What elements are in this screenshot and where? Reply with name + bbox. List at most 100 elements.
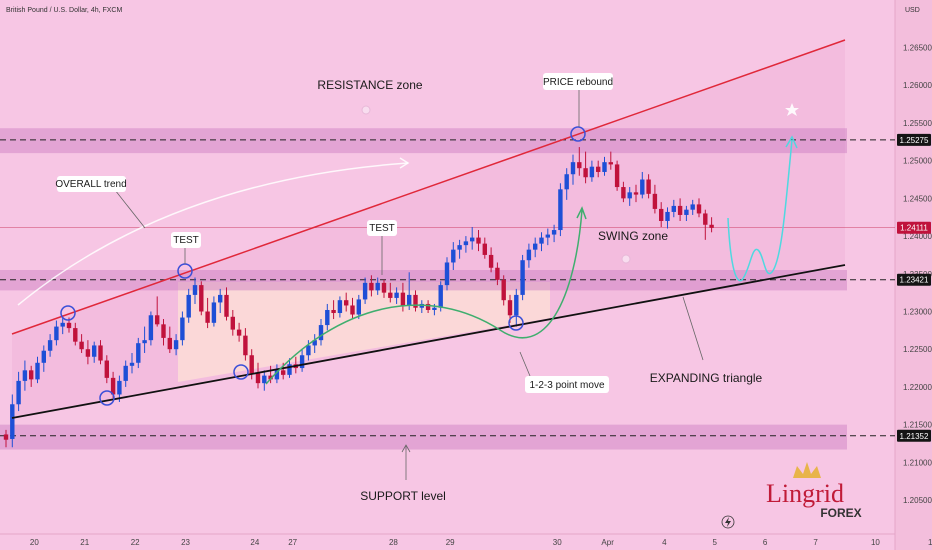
test-left-label: TEST (173, 235, 199, 246)
candle-body (148, 315, 154, 341)
candle-body (514, 294, 519, 316)
candle-body (104, 360, 109, 378)
price-badge-label: 1.23421 (900, 276, 929, 285)
candle-body (306, 345, 311, 356)
marker-circle (570, 126, 586, 142)
candle-body (659, 208, 664, 221)
support-level-label: SUPPORT level (360, 489, 446, 503)
candle-body (211, 302, 217, 323)
candle-body (10, 404, 15, 439)
overall-trend-box (57, 176, 126, 192)
candle-body (444, 262, 450, 286)
candle-body (98, 345, 103, 361)
marker-circle (60, 305, 76, 321)
markers-layer (60, 126, 586, 406)
swing-projection-arrow (727, 139, 793, 282)
candle-body (596, 166, 601, 172)
candle-body (117, 380, 122, 395)
candle-body (640, 179, 645, 195)
candle-body (350, 305, 355, 315)
price-badge (897, 133, 931, 146)
lightning-icon (721, 515, 735, 529)
candle-body (73, 328, 78, 342)
candle-body (299, 355, 305, 369)
candle-body (451, 249, 456, 263)
price-badge (897, 273, 931, 286)
swing-zone-label: SWING zone (598, 229, 668, 243)
candle-body (230, 316, 235, 330)
candle-body (224, 294, 229, 317)
marker-circle (233, 364, 249, 380)
candle-body (400, 292, 406, 306)
x-tick-label: 6 (763, 538, 768, 547)
candle-body (312, 340, 317, 346)
x-tick-label: 11 (928, 538, 932, 547)
candle-body (476, 237, 481, 244)
candle-body (173, 340, 179, 350)
candle-body (526, 249, 532, 261)
y-tick-label: 1.21500 (903, 421, 932, 430)
candle-body (589, 166, 595, 178)
candle-body (41, 350, 46, 363)
candle-body (394, 292, 399, 298)
candle-body (29, 370, 34, 380)
candle-body (54, 326, 59, 341)
candles-layer (3, 147, 714, 448)
candle-body (167, 337, 172, 350)
candle-body (274, 370, 280, 380)
candle-body (684, 209, 689, 215)
price-badge-label: 1.21352 (900, 432, 929, 441)
candle-body (136, 343, 141, 363)
y-tick-label: 1.20500 (903, 496, 932, 505)
candle-body (703, 213, 708, 225)
candle-body (677, 205, 683, 215)
candle-body (533, 243, 538, 250)
candle-body (180, 317, 185, 341)
x-tick-label: Apr (601, 538, 614, 547)
candle-body (577, 162, 582, 169)
expanding-triangle-pointer (682, 296, 704, 361)
candle-body (262, 375, 267, 384)
lightning-icon-bolt (725, 517, 731, 527)
chart-title: British Pound / U.S. Dollar, 4h, FXCM (6, 7, 122, 14)
test-mid-label: TEST (369, 223, 395, 234)
x-tick-label: 30 (553, 538, 562, 547)
candle-body (255, 373, 261, 384)
y-tick-label: 1.22000 (903, 383, 932, 392)
candle-body (325, 309, 330, 326)
candle-body (218, 294, 223, 303)
y-tick-label: 1.22500 (903, 345, 932, 354)
candle-body (646, 179, 651, 194)
point-move-arrowhead (576, 206, 587, 220)
overall-trend-arrowhead (399, 157, 410, 169)
candle-body (419, 303, 424, 308)
y-tick-label: 1.21000 (903, 458, 932, 467)
candle-body (35, 362, 40, 380)
candle-body (564, 174, 569, 190)
candle-body (356, 299, 361, 315)
candle-body (142, 340, 147, 344)
candle-body (488, 254, 494, 268)
point-move-label: 1-2-3 point move (529, 380, 604, 391)
candle-body (495, 267, 500, 280)
candle-body (671, 205, 676, 212)
test-mid-box (367, 220, 397, 236)
x-tick-label: 28 (389, 538, 398, 547)
price-badge (897, 429, 931, 442)
x-tick-label: 24 (250, 538, 259, 547)
resistance-zone-label: RESISTANCE zone (317, 78, 422, 92)
zone-support (0, 424, 847, 450)
resistance-zone-icon (361, 105, 371, 115)
y-tick-label: 1.26500 (903, 44, 932, 53)
candle-body (186, 294, 191, 318)
candle-body (413, 294, 418, 308)
candle-body (236, 329, 242, 336)
x-tick-label: 20 (30, 538, 39, 547)
candle-body (388, 292, 393, 298)
candle-body (199, 285, 204, 312)
x-tick-label: 4 (662, 538, 667, 547)
candle-body (243, 335, 248, 356)
point-move-box (525, 376, 609, 393)
